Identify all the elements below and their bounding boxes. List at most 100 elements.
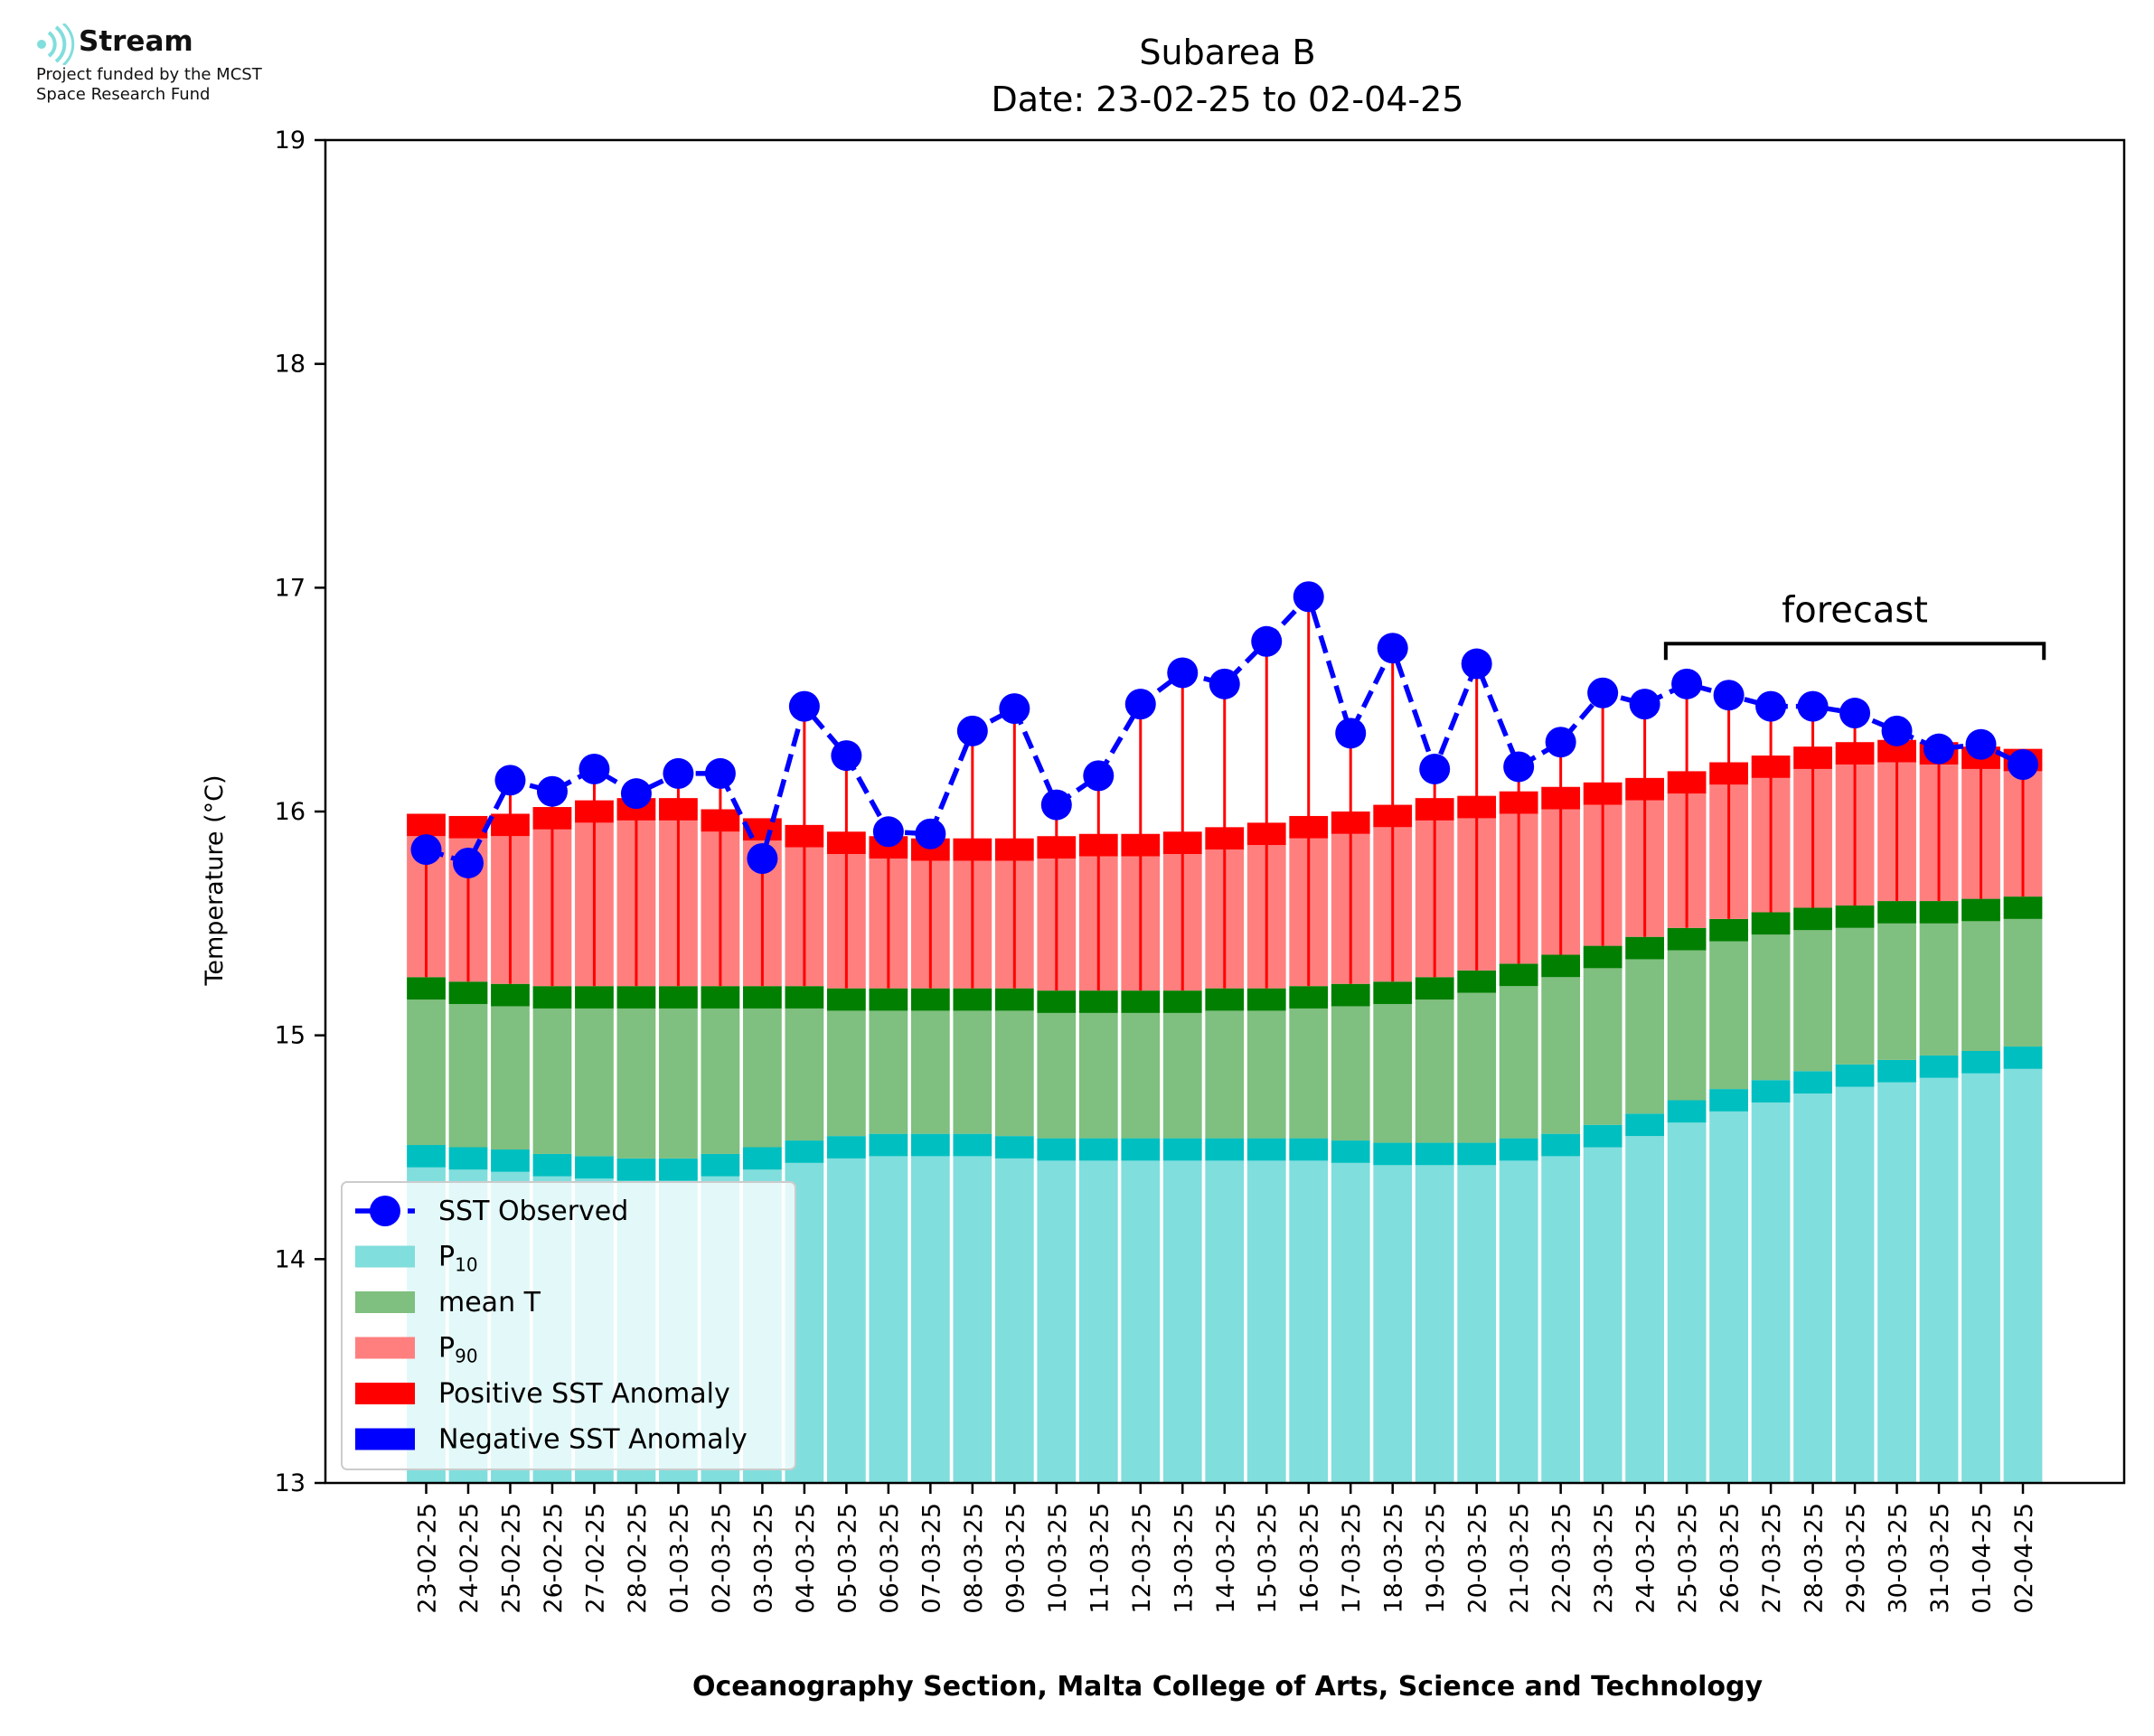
bar-mean-band [743, 986, 782, 1009]
sst-observed-point [1377, 633, 1408, 664]
logo-subtitle-line1: Project funded by the MCST [36, 65, 262, 84]
bar-mean [743, 1008, 782, 1148]
sst-observed-point [915, 818, 946, 849]
bar-p10 [1457, 1165, 1497, 1483]
bar-mean-band [1121, 990, 1161, 1013]
bar-p10 [1499, 1160, 1538, 1483]
bar-p90-band [407, 813, 446, 837]
bar-p10 [953, 1156, 992, 1483]
bar-mean [1078, 1012, 1118, 1139]
sst-observed-point [1755, 690, 1787, 722]
bar-mean [1919, 923, 1959, 1056]
x-tick-label: 10-03-25 [1044, 1503, 1072, 1614]
sst-observed-point [1419, 753, 1451, 784]
legend-label: Positive SST Anomaly [438, 1378, 730, 1410]
bar-mean [1793, 930, 1832, 1072]
bar-p10-band [1246, 1138, 1286, 1161]
bar-mean-band [532, 986, 572, 1009]
x-tick-label: 20-03-25 [1464, 1503, 1492, 1614]
bar-mean [407, 999, 446, 1146]
bar-p10-band [701, 1153, 740, 1177]
bar-p10-band [1835, 1064, 1875, 1087]
bar-mean [1373, 1003, 1413, 1143]
sst-observed-point [1924, 733, 1955, 765]
bar-mean-band [1078, 990, 1118, 1013]
bar-mean [1541, 977, 1581, 1134]
x-tick-label: 06-03-25 [876, 1503, 904, 1614]
x-tick-label: 24-03-25 [1632, 1503, 1660, 1614]
bar-mean [910, 1010, 950, 1134]
bar-mean-band [1709, 918, 1748, 942]
x-tick-label: 14-03-25 [1212, 1503, 1240, 1614]
observed-line-layer [410, 581, 2038, 878]
legend-label: SST Observed [438, 1196, 628, 1227]
x-tick-label: 26-02-25 [540, 1503, 568, 1614]
bar-mean [1667, 950, 1707, 1101]
x-tick-label: 26-03-25 [1717, 1503, 1745, 1614]
bar-p10 [1205, 1160, 1245, 1483]
bar-mean [869, 1010, 908, 1134]
sst-observed-point [1881, 715, 1913, 746]
bar-p10 [1961, 1073, 2000, 1483]
x-tick-label: 24-02-25 [456, 1503, 484, 1614]
sst-observed-point [788, 690, 820, 722]
bar-p10 [994, 1158, 1034, 1483]
sst-observed-point [536, 775, 568, 807]
bar-mean-band [407, 977, 446, 1000]
axes-layer: 13 14 15 16 17 18 19 23-02-25 24-02-25 25-02-25 26… [275, 127, 2126, 1614]
bar-mean [1246, 1010, 1286, 1139]
bar-mean [1331, 1006, 1370, 1141]
bar-p10 [1289, 1160, 1329, 1483]
y-tick-label: 18 [275, 351, 306, 379]
bar-p10-band [448, 1147, 488, 1170]
bar-mean-band [1457, 970, 1497, 993]
bar-p10 [1078, 1160, 1118, 1483]
bar-p10-band [1961, 1051, 2000, 1074]
legend-swatch-marker [370, 1196, 400, 1226]
sst-observed-point [663, 757, 694, 789]
bar-p10-band [1877, 1059, 1916, 1083]
bar-mean-band [1246, 988, 1286, 1011]
bar-p10 [1793, 1093, 1832, 1483]
bar-p10-band [1583, 1124, 1623, 1148]
bar-p10 [1667, 1122, 1707, 1483]
sst-observed-point [1167, 657, 1199, 689]
bar-p10-band [1162, 1138, 1202, 1161]
bar-mean [701, 1008, 740, 1154]
legend-label: mean T [438, 1287, 541, 1318]
sst-observed-point [1587, 677, 1619, 708]
sst-observed-point [1671, 668, 1703, 699]
x-tick-label: 11-03-25 [1086, 1503, 1114, 1614]
bar-mean-band [869, 988, 908, 1011]
bar-p10 [1415, 1165, 1454, 1483]
bar-mean [1415, 999, 1454, 1143]
bar-mean-band [994, 988, 1034, 1011]
sst-observed-point [1209, 668, 1240, 699]
chart-title: Subarea B [1139, 33, 1315, 72]
bar-p10-band [1793, 1071, 1832, 1094]
bar-mean [1583, 968, 1623, 1125]
bar-p10-band [659, 1158, 698, 1181]
x-tick-label: 25-02-25 [497, 1503, 525, 1614]
x-tick-label: 21-03-25 [1506, 1503, 1534, 1614]
bar-mean [1162, 1012, 1202, 1139]
x-tick-label: 01-04-25 [1969, 1503, 1997, 1614]
bar-p10-band [910, 1133, 950, 1157]
x-tick-label: 23-02-25 [414, 1503, 442, 1614]
x-tick-label: 07-03-25 [917, 1503, 945, 1614]
bar-p10 [1625, 1136, 1665, 1483]
sst-observed-point [1965, 728, 1997, 760]
sst-observed-point [1293, 581, 1324, 613]
x-tick-label: 05-03-25 [833, 1503, 861, 1614]
bar-p10-band [1289, 1138, 1329, 1161]
bar-mean [1457, 992, 1497, 1143]
bar-mean [994, 1010, 1034, 1137]
x-tick-label: 29-03-25 [1842, 1503, 1870, 1614]
sst-observed-point [578, 753, 610, 784]
bar-mean-band [616, 986, 656, 1009]
sst-observed-point [999, 693, 1030, 725]
sst-observed-point [1461, 648, 1492, 680]
y-tick-label: 17 [275, 574, 306, 602]
bar-mean-band [1037, 990, 1077, 1013]
